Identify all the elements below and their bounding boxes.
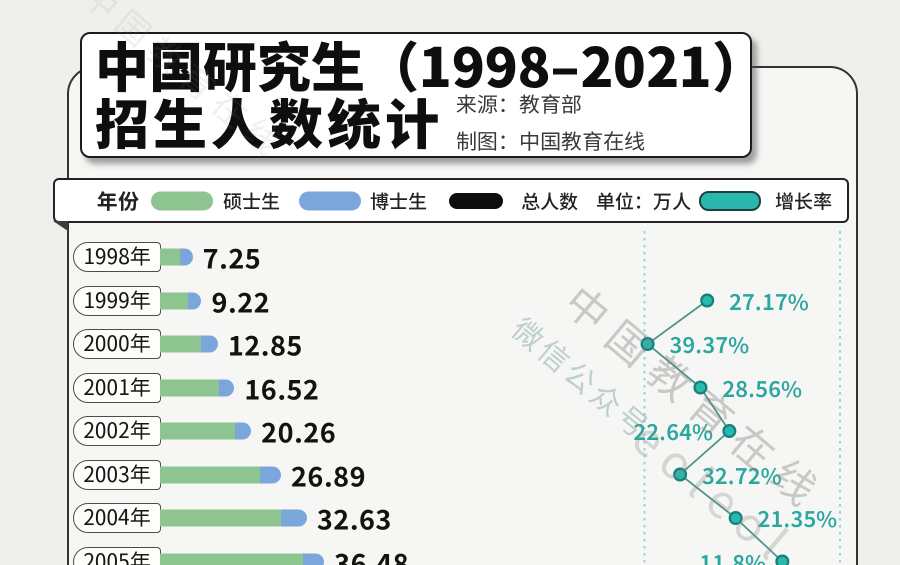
legend-total-label: 总人数	[521, 187, 579, 214]
legend-growth-label: 增长率	[775, 187, 833, 214]
legend-total-swatch	[449, 192, 503, 209]
enrollment-bar	[160, 335, 218, 353]
title-line-1: 中国研究生（1998–2021）	[95, 24, 766, 103]
phd-bar-segment	[259, 466, 281, 483]
enrollment-bar	[160, 553, 325, 565]
table-row: 2005年 36.48	[0, 540, 900, 565]
phd-bar-segment	[235, 422, 252, 440]
growth-rate-label: 28.56%	[722, 371, 803, 404]
master-bar-segment	[160, 466, 260, 483]
year-pill: 2002年	[73, 416, 161, 446]
legend-master-swatch	[151, 191, 213, 210]
total-value: 26.89	[291, 455, 366, 494]
enrollment-bar	[160, 422, 252, 440]
title-line-2: 招生人数统计	[95, 81, 443, 160]
year-pill: 2004年	[73, 503, 161, 533]
legend-fold-corner	[53, 221, 68, 231]
enrollment-bar	[160, 509, 307, 527]
legend-bar: 年份 硕士生 博士生 总人数 单位：万人 增长率	[53, 178, 849, 223]
master-bar-segment	[160, 292, 188, 309]
table-row: 1998年 7.25	[0, 235, 900, 279]
table-row: 2000年 12.85	[0, 322, 900, 366]
total-value: 36.48	[334, 542, 410, 565]
growth-rate-label: 39.37%	[669, 328, 750, 360]
phd-bar-segment	[187, 292, 202, 309]
total-value: 12.85	[227, 324, 303, 364]
growth-rate-label: 21.35%	[757, 502, 838, 534]
master-bar-segment	[160, 553, 304, 565]
enrollment-bar	[160, 248, 193, 266]
table-row: 2002年 20.26	[0, 409, 900, 453]
credit-label: 制图：中国教育在线	[456, 126, 645, 156]
legend-unit-label: 单位：万人	[596, 187, 692, 214]
legend-phd-swatch	[299, 191, 361, 210]
phd-bar-segment	[180, 248, 193, 266]
table-row: 1999年 9.22	[0, 279, 900, 323]
legend-master-label: 硕士生	[223, 187, 281, 214]
phd-bar-segment	[219, 379, 235, 396]
year-pill: 2005年	[73, 546, 161, 565]
growth-rate-label: 22.64%	[633, 415, 714, 447]
master-bar-segment	[160, 248, 181, 266]
source-label: 来源：教育部	[456, 89, 582, 119]
master-bar-segment	[160, 335, 201, 353]
total-value: 32.63	[316, 498, 392, 538]
enrollment-bar	[160, 292, 202, 309]
enrollment-bar	[160, 379, 235, 396]
title-card: 中国研究生（1998–2021） 招生人数统计 来源：教育部 制图：中国教育在线	[80, 32, 766, 160]
total-value: 20.26	[261, 411, 337, 451]
year-pill: 2000年	[73, 329, 161, 359]
growth-rate-label: 27.17%	[729, 284, 810, 317]
total-value: 9.22	[211, 281, 271, 320]
year-pill: 1999年	[73, 285, 161, 316]
growth-rate-label: 11.8%	[699, 545, 767, 565]
phd-bar-segment	[280, 509, 307, 527]
master-bar-segment	[160, 422, 236, 440]
table-row: 2004年 32.63	[0, 496, 900, 540]
year-pill: 2003年	[73, 459, 161, 490]
enrollment-bar	[160, 466, 281, 483]
source-credit-block: 来源：教育部 制图：中国教育在线	[456, 86, 645, 160]
total-value: 7.25	[202, 237, 262, 277]
master-bar-segment	[160, 379, 220, 396]
legend-year-label: 年份	[97, 185, 139, 216]
legend-phd-label: 博士生	[370, 187, 428, 214]
growth-rate-label: 32.72%	[701, 458, 782, 491]
title: 中国研究生（1998–2021） 招生人数统计	[95, 35, 766, 149]
year-pill: 2001年	[73, 372, 161, 403]
phd-bar-segment	[200, 335, 218, 353]
master-bar-segment	[160, 509, 281, 527]
legend-growth-swatch	[699, 190, 761, 211]
phd-bar-segment	[303, 553, 325, 565]
year-pill: 1998年	[73, 242, 161, 272]
table-row: 2001年 16.52	[0, 366, 900, 410]
table-row: 2003年 26.89	[0, 453, 900, 497]
total-value: 16.52	[244, 368, 320, 407]
